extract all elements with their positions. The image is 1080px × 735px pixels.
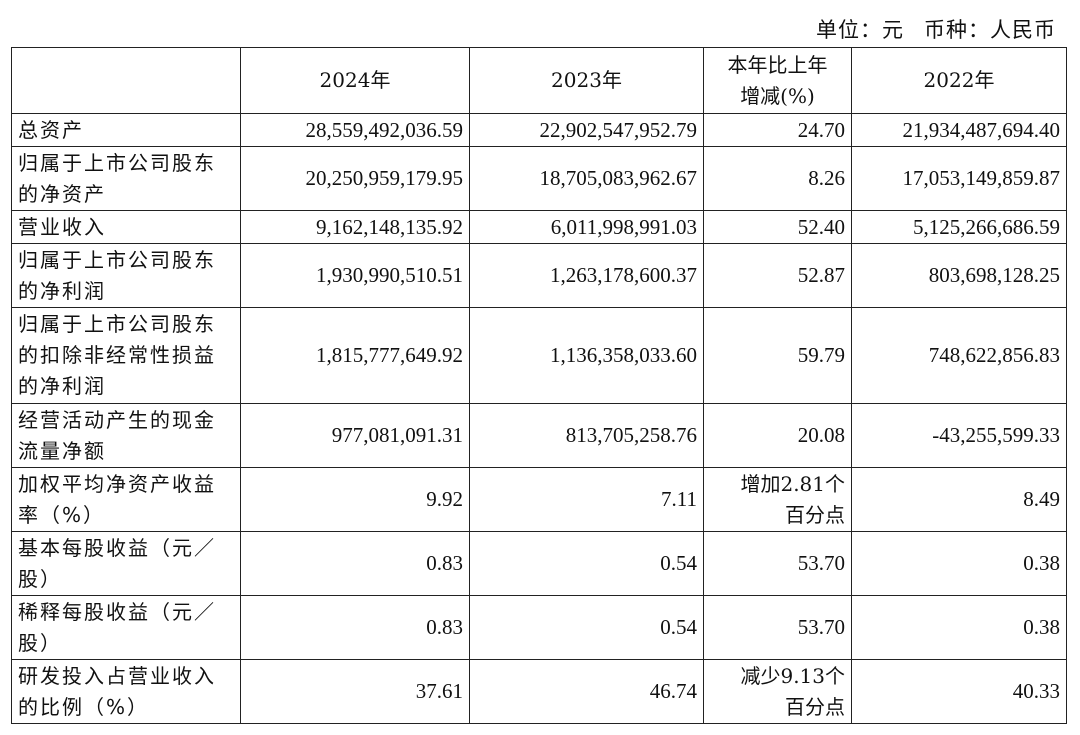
- table-row: 总资产 28,559,492,036.59 22,902,547,952.79 …: [11, 113, 1067, 147]
- table-row: 营业收入 9,162,148,135.92 6,011,998,991.03 5…: [11, 210, 1067, 244]
- value-2022: 21,934,487,694.40: [851, 113, 1067, 147]
- value-2022: 748,622,856.83: [851, 307, 1067, 404]
- value-2023: 1,263,178,600.37: [469, 243, 704, 308]
- value-change: 8.26: [703, 146, 852, 211]
- value-2024: 28,559,492,036.59: [240, 113, 470, 147]
- value-2022: 40.33: [851, 659, 1067, 724]
- value-2023: 7.11: [469, 467, 704, 532]
- value-2022: 0.38: [851, 531, 1067, 596]
- value-2024: 1,930,990,510.51: [240, 243, 470, 308]
- value-2022: 0.38: [851, 595, 1067, 660]
- header-2024: 2024年: [240, 47, 470, 114]
- value-change: 减少9.13个百分点: [703, 659, 852, 724]
- table-row: 归属于上市公司股东的扣除非经常性损益的净利润 1,815,777,649.92 …: [11, 307, 1067, 404]
- value-2022: 803,698,128.25: [851, 243, 1067, 308]
- value-2023: 22,902,547,952.79: [469, 113, 704, 147]
- value-change: 增加2.81个百分点: [703, 467, 852, 532]
- value-2024: 37.61: [240, 659, 470, 724]
- value-2023: 0.54: [469, 595, 704, 660]
- change-line2: 百分点: [785, 502, 845, 527]
- value-2022: 5,125,266,686.59: [851, 210, 1067, 244]
- value-2024: 1,815,777,649.92: [240, 307, 470, 404]
- table-row: 稀释每股收益（元／股） 0.83 0.54 53.70 0.38: [11, 595, 1067, 660]
- value-2023: 813,705,258.76: [469, 403, 704, 468]
- value-change: 24.70: [703, 113, 852, 147]
- row-label: 稀释每股收益（元／股）: [11, 595, 241, 660]
- row-label: 基本每股收益（元／股）: [11, 531, 241, 596]
- table-row: 研发投入占营业收入的比例（%） 37.61 46.74 减少9.13个百分点 4…: [11, 659, 1067, 724]
- value-2024: 0.83: [240, 531, 470, 596]
- value-2022: -43,255,599.33: [851, 403, 1067, 468]
- value-2023: 18,705,083,962.67: [469, 146, 704, 211]
- row-label: 加权平均净资产收益率（%）: [11, 467, 241, 532]
- value-2024: 9.92: [240, 467, 470, 532]
- change-line1: 增加2.81个: [740, 471, 845, 496]
- change-line2: 百分点: [785, 694, 845, 719]
- value-2024: 9,162,148,135.92: [240, 210, 470, 244]
- value-2024: 20,250,959,179.95: [240, 146, 470, 211]
- value-change: 52.40: [703, 210, 852, 244]
- value-change: 53.70: [703, 595, 852, 660]
- value-change: 52.87: [703, 243, 852, 308]
- table-row: 基本每股收益（元／股） 0.83 0.54 53.70 0.38: [11, 531, 1067, 596]
- value-2023: 6,011,998,991.03: [469, 210, 704, 244]
- table-row: 归属于上市公司股东的净资产 20,250,959,179.95 18,705,0…: [11, 146, 1067, 211]
- financial-indicators-table: 2024年 2023年 本年比上年增减(%) 2022年 总资产 28,559,…: [11, 47, 1067, 724]
- header-change-line1: 本年比上年: [727, 52, 828, 77]
- value-change: 59.79: [703, 307, 852, 404]
- unit-label: 单位：元: [816, 18, 904, 42]
- row-label: 总资产: [11, 113, 241, 147]
- row-label: 归属于上市公司股东的扣除非经常性损益的净利润: [11, 307, 241, 404]
- value-2022: 17,053,149,859.87: [851, 146, 1067, 211]
- header-change: 本年比上年增减(%): [703, 47, 852, 114]
- header-2022: 2022年: [851, 47, 1067, 114]
- header-label-cell: [11, 47, 241, 114]
- row-label: 营业收入: [11, 210, 241, 244]
- value-change: 53.70: [703, 531, 852, 596]
- value-2024: 977,081,091.31: [240, 403, 470, 468]
- table-header-row: 2024年 2023年 本年比上年增减(%) 2022年: [11, 47, 1067, 114]
- header-2023: 2023年: [469, 47, 704, 114]
- row-label: 归属于上市公司股东的净利润: [11, 243, 241, 308]
- currency-label: 币种：人民币: [924, 18, 1056, 42]
- unit-note: 单位：元 币种：人民币: [816, 14, 1056, 44]
- row-label: 归属于上市公司股东的净资产: [11, 146, 241, 211]
- value-2023: 0.54: [469, 531, 704, 596]
- table-row: 经营活动产生的现金流量净额 977,081,091.31 813,705,258…: [11, 403, 1067, 468]
- row-label: 研发投入占营业收入的比例（%）: [11, 659, 241, 724]
- change-line1: 减少9.13个: [740, 663, 845, 688]
- value-2022: 8.49: [851, 467, 1067, 532]
- value-change: 20.08: [703, 403, 852, 468]
- value-2024: 0.83: [240, 595, 470, 660]
- value-2023: 1,136,358,033.60: [469, 307, 704, 404]
- table-row: 加权平均净资产收益率（%） 9.92 7.11 增加2.81个百分点 8.49: [11, 467, 1067, 532]
- value-2023: 46.74: [469, 659, 704, 724]
- table-row: 归属于上市公司股东的净利润 1,930,990,510.51 1,263,178…: [11, 243, 1067, 308]
- row-label: 经营活动产生的现金流量净额: [11, 403, 241, 468]
- header-change-line2: 增减(%): [740, 83, 815, 108]
